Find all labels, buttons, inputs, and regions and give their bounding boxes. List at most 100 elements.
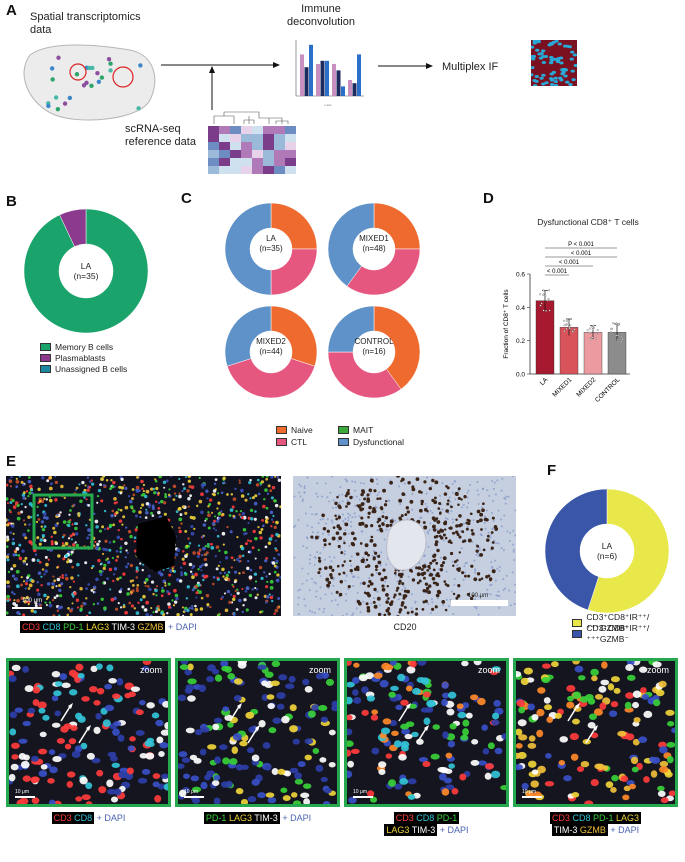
- cd20-cell: [458, 514, 462, 518]
- data-point: [565, 320, 568, 323]
- heat-cell: [252, 134, 263, 142]
- cell: [232, 594, 236, 598]
- cell: [261, 524, 265, 528]
- cd20-cell: [450, 541, 453, 545]
- nucleus: [342, 520, 345, 523]
- data-point: [591, 328, 594, 331]
- nucleus: [344, 517, 347, 520]
- cell: [394, 783, 403, 790]
- cell: [147, 574, 151, 578]
- cell: [516, 699, 526, 707]
- heat-cell: [274, 142, 285, 150]
- nucleus: [346, 499, 349, 502]
- cell: [485, 763, 495, 770]
- cell: [242, 527, 247, 532]
- arrow-head-icon: [68, 703, 73, 709]
- nucleus: [497, 509, 500, 512]
- panel-letter-c: C: [181, 190, 192, 207]
- heat-cell: [252, 142, 263, 150]
- zoom-image: [516, 661, 675, 804]
- nucleus: [316, 495, 319, 498]
- cell: [172, 484, 177, 489]
- cell: [108, 523, 113, 528]
- cd20-cell: [325, 577, 330, 582]
- nucleus: [297, 613, 300, 616]
- cell: [269, 595, 273, 600]
- cell: [174, 593, 179, 598]
- panel-letter-f: F: [547, 462, 557, 479]
- cell: [131, 584, 135, 587]
- cell: [71, 532, 75, 536]
- cell: [35, 520, 39, 524]
- cell: [541, 82, 546, 86]
- cd20-cell: [479, 518, 483, 523]
- cell: [71, 602, 74, 605]
- cell: [181, 489, 184, 493]
- cell: [274, 503, 279, 508]
- cd20-cell: [386, 584, 389, 588]
- cell: [273, 570, 277, 574]
- cd20-cell: [365, 592, 369, 595]
- sig-label: P < 0.001: [568, 242, 594, 248]
- data-point: [588, 331, 591, 334]
- cell: [456, 703, 464, 710]
- cell: [74, 488, 77, 491]
- cell: [449, 723, 457, 730]
- bar: [535, 300, 555, 375]
- cd20-cell: [415, 607, 418, 611]
- cell: [267, 796, 277, 804]
- cell: [60, 484, 64, 489]
- cd20-cell: [337, 504, 341, 508]
- cd20-cell: [366, 497, 370, 501]
- cd20-cell: [364, 551, 368, 556]
- cell: [58, 594, 63, 598]
- cell: [235, 788, 244, 795]
- cell: [208, 502, 212, 506]
- cell: [160, 729, 168, 736]
- cell: [216, 492, 220, 495]
- cell: [264, 764, 272, 771]
- cell: [135, 485, 140, 490]
- cd20-cell: [358, 522, 363, 526]
- spatial-blob: [23, 44, 156, 121]
- marker-tim3: TIM-3: [411, 825, 436, 835]
- cd20-cell: [456, 594, 461, 598]
- cell: [47, 558, 50, 561]
- nucleus: [353, 489, 356, 492]
- cd20-cell: [367, 584, 371, 588]
- nucleus: [316, 531, 319, 534]
- nucleus: [466, 496, 469, 499]
- cell: [205, 517, 208, 521]
- heat-cell: [208, 166, 219, 174]
- cd20-cell: [373, 604, 378, 609]
- cell: [135, 488, 138, 492]
- cell: [289, 704, 297, 712]
- arrow-to-multiplex: [378, 63, 433, 69]
- nucleus: [514, 583, 516, 586]
- cell: [254, 510, 257, 513]
- marker-cd8: CD8: [416, 813, 435, 823]
- mini-bar: [348, 80, 352, 96]
- nucleus: [401, 588, 404, 591]
- cell: [223, 592, 227, 595]
- heat-cell: [241, 126, 252, 134]
- sig-label: < 0.001: [547, 269, 568, 275]
- cd20-cell: [337, 544, 341, 549]
- cell: [516, 728, 523, 736]
- cell: [277, 478, 281, 482]
- cell: [570, 50, 575, 54]
- cell: [70, 576, 74, 580]
- cell: [69, 534, 73, 538]
- data-point: [544, 294, 547, 297]
- nucleus: [306, 524, 309, 527]
- cell: [276, 606, 280, 610]
- zoom-panel-cd3-cd8: zoom 10 μm: [6, 658, 171, 807]
- cd20-cell: [389, 519, 394, 524]
- cell: [232, 585, 235, 588]
- cd20-cell: [392, 596, 396, 599]
- cd20-cell: [443, 492, 448, 496]
- heat-cell: [263, 142, 274, 150]
- nucleus: [360, 530, 363, 533]
- cell: [156, 736, 164, 744]
- nucleus: [451, 560, 454, 563]
